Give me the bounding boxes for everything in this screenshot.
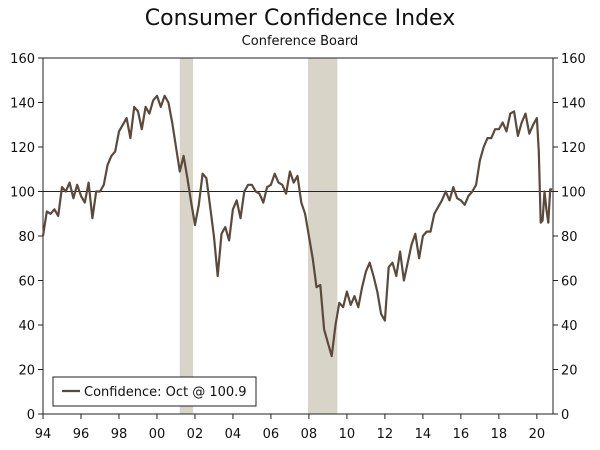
x-tick-label-98: 98: [111, 427, 128, 442]
x-tick-label-00: 00: [149, 427, 166, 442]
y-tick-label-right-40: 40: [561, 319, 578, 334]
y-tick-label-left-140: 140: [10, 97, 35, 112]
legend: Confidence: Oct @ 100.9: [52, 376, 257, 407]
y-tick-label-left-80: 80: [18, 230, 35, 245]
y-tick-label-right-60: 60: [561, 275, 578, 290]
y-tick-label-left-40: 40: [18, 319, 35, 334]
x-tick-label-96: 96: [73, 427, 90, 442]
chart-title: Consumer Confidence Index: [144, 6, 456, 31]
x-tick-label-12: 12: [377, 427, 394, 442]
plot-area: [42, 57, 554, 415]
legend-label: Confidence: Oct @ 100.9: [84, 385, 247, 400]
x-tick-label-06: 06: [263, 427, 280, 442]
confidence-series-line: [41, 94, 553, 358]
x-tick-label-94: 94: [35, 427, 52, 442]
x-tick-label-18: 18: [491, 427, 508, 442]
x-tick-label-14: 14: [415, 427, 432, 442]
x-tick-label-04: 04: [225, 427, 242, 442]
y-tick-label-left-0: 0: [27, 408, 35, 423]
y-tick-label-left-20: 20: [18, 364, 35, 379]
recession-band-1: [179, 58, 194, 414]
x-tick-label-16: 16: [453, 427, 470, 442]
recession-shading: [179, 58, 338, 414]
y-tick-label-right-100: 100: [561, 186, 586, 201]
y-tick-label-right-140: 140: [561, 97, 586, 112]
y-tick-label-right-0: 0: [561, 408, 569, 423]
y-tick-label-left-60: 60: [18, 275, 35, 290]
x-tick-label-02: 02: [187, 427, 204, 442]
y-tick-label-left-100: 100: [10, 186, 35, 201]
chart-subtitle: Conference Board: [241, 34, 359, 49]
y-tick-label-left-160: 160: [10, 52, 35, 67]
y-tick-label-right-160: 160: [561, 52, 586, 67]
y-tick-label-left-120: 120: [10, 141, 35, 156]
x-tick-label-20: 20: [529, 427, 546, 442]
recession-band-2: [307, 58, 338, 414]
x-tick-label-10: 10: [339, 427, 356, 442]
legend-box: [52, 376, 257, 407]
y-tick-label-right-20: 20: [561, 364, 578, 379]
y-tick-label-right-120: 120: [561, 141, 586, 156]
x-tick-label-08: 08: [301, 427, 318, 442]
y-tick-label-right-80: 80: [561, 230, 578, 245]
